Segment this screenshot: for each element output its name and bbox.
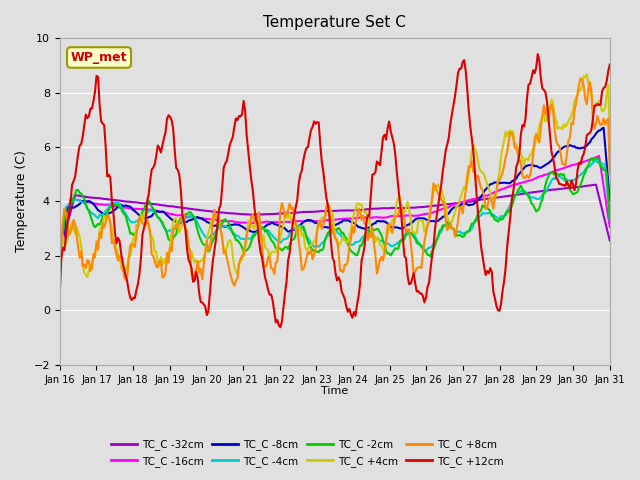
TC_C -32cm xyxy=(575,184,583,190)
TC_C -16cm xyxy=(595,153,603,159)
TC_C -2cm xyxy=(591,156,598,161)
Line: TC_C +12cm: TC_C +12cm xyxy=(60,54,610,327)
TC_C +4cm xyxy=(125,254,132,260)
Legend: TC_C -32cm, TC_C -16cm, TC_C -8cm, TC_C -4cm, TC_C -2cm, TC_C +4cm, TC_C +8cm, T: TC_C -32cm, TC_C -16cm, TC_C -8cm, TC_C … xyxy=(106,435,508,471)
TC_C -32cm xyxy=(56,249,63,255)
TC_C +8cm xyxy=(124,276,131,281)
TC_C -8cm xyxy=(575,145,583,151)
TC_C -4cm xyxy=(238,236,246,241)
TC_C +8cm xyxy=(577,75,584,81)
Line: TC_C -16cm: TC_C -16cm xyxy=(60,156,610,251)
TC_C -8cm xyxy=(606,197,614,203)
TC_C +4cm xyxy=(240,247,248,252)
TC_C -2cm xyxy=(124,219,131,225)
TC_C -32cm xyxy=(248,212,255,217)
Line: TC_C +8cm: TC_C +8cm xyxy=(60,78,610,286)
TC_C +4cm xyxy=(298,233,306,239)
TC_C -2cm xyxy=(220,217,228,223)
TC_C -16cm xyxy=(238,220,246,226)
TC_C -8cm xyxy=(56,255,63,261)
TC_C +4cm xyxy=(83,274,91,280)
TC_C -4cm xyxy=(296,223,304,228)
TC_C +12cm xyxy=(56,290,63,296)
TC_C -8cm xyxy=(124,203,131,209)
TC_C +8cm xyxy=(298,267,306,273)
TC_C +12cm xyxy=(248,177,255,183)
TC_C -2cm xyxy=(56,260,63,265)
TC_C +8cm xyxy=(220,251,228,256)
TC_C -4cm xyxy=(124,214,131,219)
TC_C +8cm xyxy=(230,283,238,288)
Line: TC_C +4cm: TC_C +4cm xyxy=(60,74,610,277)
TC_C -16cm xyxy=(220,218,228,224)
TC_C -32cm xyxy=(238,211,246,217)
TC_C -2cm xyxy=(296,227,304,232)
TC_C -32cm xyxy=(606,238,614,243)
TC_C +4cm xyxy=(221,251,229,257)
X-axis label: Time: Time xyxy=(321,386,348,396)
TC_C -2cm xyxy=(248,239,255,244)
TC_C -8cm xyxy=(238,224,246,229)
TC_C -4cm xyxy=(606,217,614,223)
TC_C -8cm xyxy=(296,222,304,228)
TC_C -16cm xyxy=(606,224,614,230)
Line: TC_C -8cm: TC_C -8cm xyxy=(60,128,610,258)
TC_C +4cm xyxy=(583,72,591,77)
TC_C +4cm xyxy=(56,266,63,272)
TC_C +4cm xyxy=(606,134,614,140)
TC_C +12cm xyxy=(220,165,228,171)
Y-axis label: Temperature (C): Temperature (C) xyxy=(15,151,28,252)
TC_C +8cm xyxy=(579,77,586,83)
TC_C -32cm xyxy=(220,210,228,216)
TC_C +12cm xyxy=(124,278,131,284)
TC_C +8cm xyxy=(240,253,248,259)
TC_C -4cm xyxy=(56,257,63,263)
TC_C -4cm xyxy=(248,235,255,241)
TC_C +12cm xyxy=(238,111,246,117)
TC_C +12cm xyxy=(298,168,306,173)
TC_C -8cm xyxy=(600,125,607,131)
TC_C -16cm xyxy=(248,220,255,226)
TC_C +4cm xyxy=(249,223,257,228)
TC_C -8cm xyxy=(248,228,255,234)
TC_C +4cm xyxy=(577,87,584,93)
Line: TC_C -32cm: TC_C -32cm xyxy=(60,185,610,252)
TC_C -2cm xyxy=(606,216,614,222)
TC_C +8cm xyxy=(249,212,257,218)
TC_C +8cm xyxy=(606,171,614,177)
TC_C -16cm xyxy=(296,218,304,224)
TC_C -8cm xyxy=(220,224,228,229)
TC_C +12cm xyxy=(276,324,284,330)
TC_C -32cm xyxy=(124,199,131,204)
Text: WP_met: WP_met xyxy=(71,51,127,64)
TC_C -4cm xyxy=(220,224,228,229)
Line: TC_C -4cm: TC_C -4cm xyxy=(60,160,610,260)
TC_C -32cm xyxy=(296,209,304,215)
TC_C -2cm xyxy=(238,245,246,251)
TC_C +12cm xyxy=(579,154,586,160)
TC_C -32cm xyxy=(592,182,600,188)
Title: Temperature Set C: Temperature Set C xyxy=(263,15,406,30)
TC_C +8cm xyxy=(56,266,63,272)
TC_C -16cm xyxy=(575,161,583,167)
TC_C +12cm xyxy=(534,51,541,57)
TC_C -4cm xyxy=(575,173,583,179)
TC_C -16cm xyxy=(124,205,131,211)
Line: TC_C -2cm: TC_C -2cm xyxy=(60,158,610,263)
TC_C -2cm xyxy=(575,184,583,190)
TC_C -16cm xyxy=(56,248,63,253)
TC_C -4cm xyxy=(592,157,600,163)
TC_C +12cm xyxy=(606,62,614,68)
